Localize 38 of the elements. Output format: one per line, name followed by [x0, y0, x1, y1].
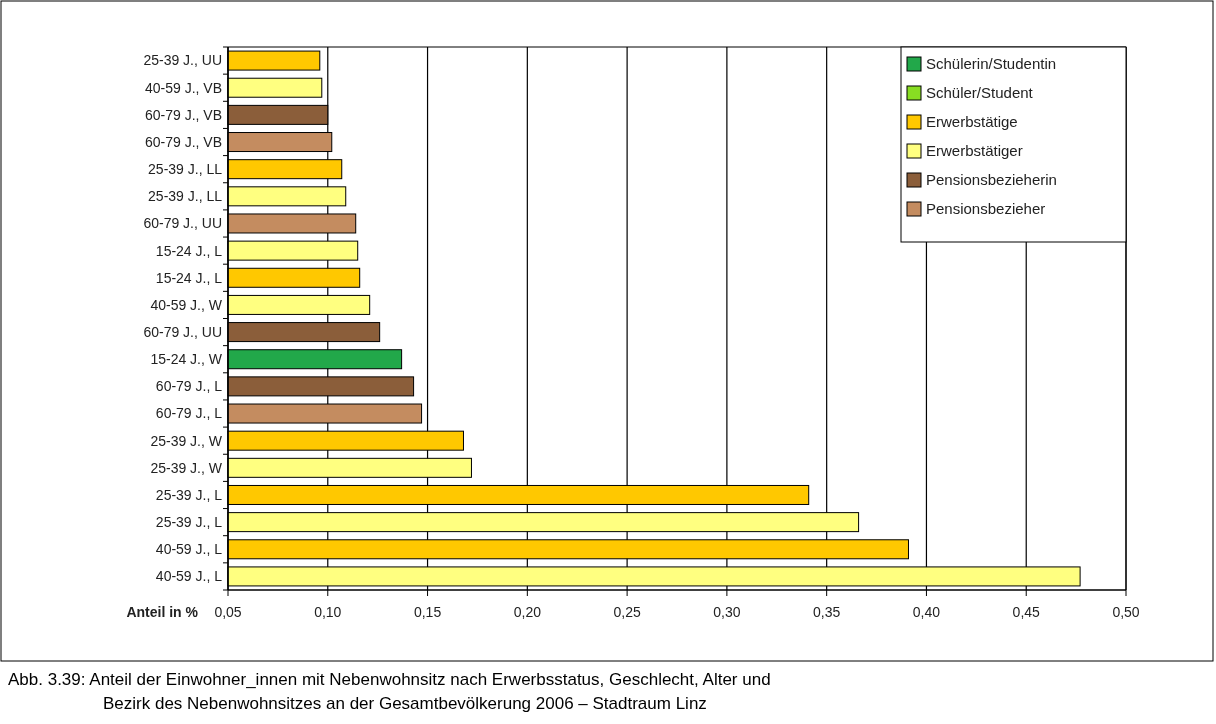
y-tick-label: 60-79 J., L — [155, 378, 223, 395]
x-tick-label: 0,50 — [1112, 604, 1140, 620]
y-tick-label: 60-79 J., VB — [144, 106, 222, 123]
x-tick-label: 0,10 — [314, 604, 342, 620]
y-tick-label: 60-79 J., L — [155, 405, 223, 422]
y-tick-label: 25-39 J., LL — [148, 188, 223, 205]
y-tick-label: 25-39 J., LL — [148, 161, 223, 178]
x-tick-label: 0,45 — [1012, 604, 1041, 620]
x-tick-label: 0,25 — [613, 604, 641, 620]
y-tick-label: 15-24 J., W — [150, 351, 223, 368]
x-tick-label: 0,15 — [413, 604, 442, 620]
y-tick-label: 25-39 J., L — [155, 486, 223, 503]
y-tick-label: 25-39 J., W — [150, 432, 223, 449]
y-tick-label: 15-24 J., L — [155, 242, 223, 259]
y-tick-label: 40-59 J., VB — [144, 79, 222, 96]
legend-label: Pensionsbezieher — [926, 200, 1046, 218]
x-tick-label: 0,20 — [513, 604, 542, 620]
y-tick-label: 40-59 J., L — [155, 541, 223, 558]
legend-label: Schüler/Student — [926, 84, 1034, 102]
y-tick-label: 60-79 J., UU — [143, 323, 222, 340]
y-tick-label: 25-39 J., W — [150, 459, 223, 476]
y-tick-label: 15-24 J., L — [155, 269, 223, 286]
legend-label: Erwerbstätiger — [926, 142, 1023, 160]
y-tick-label: 25-39 J., UU — [143, 52, 222, 69]
x-axis-title: Anteil in % — [126, 604, 199, 620]
y-tick-label: 40-59 J., L — [155, 568, 223, 585]
y-tick-label: 25-39 J., L — [155, 514, 223, 531]
legend-label: Pensionsbezieherin — [926, 171, 1057, 189]
caption: Abb. 3.39: Anteil der Einwohner_innen mit Nebenwohnsitz nach Erwerbsstatus, Geschlecht, Alter und Bezirk des Nebenwohnsitzes an der Gesamtbevölkerung 2006 – Stadtraum Linz — [8, 670, 771, 713]
y-tick-label: 60-79 J., UU — [143, 215, 222, 232]
y-tick-label: 60-79 J., VB — [144, 133, 222, 150]
legend-label: Erwerbstätige — [926, 113, 1018, 131]
x-tick-label: 0,40 — [912, 604, 941, 620]
x-tick-label: 0,35 — [813, 604, 841, 620]
y-tick-label: 40-59 J., W — [150, 296, 223, 313]
legend-label: Schülerin/Studentin — [926, 55, 1057, 73]
x-tick-label: 0,30 — [713, 604, 741, 620]
x-tick-label: 0,05 — [214, 604, 242, 620]
